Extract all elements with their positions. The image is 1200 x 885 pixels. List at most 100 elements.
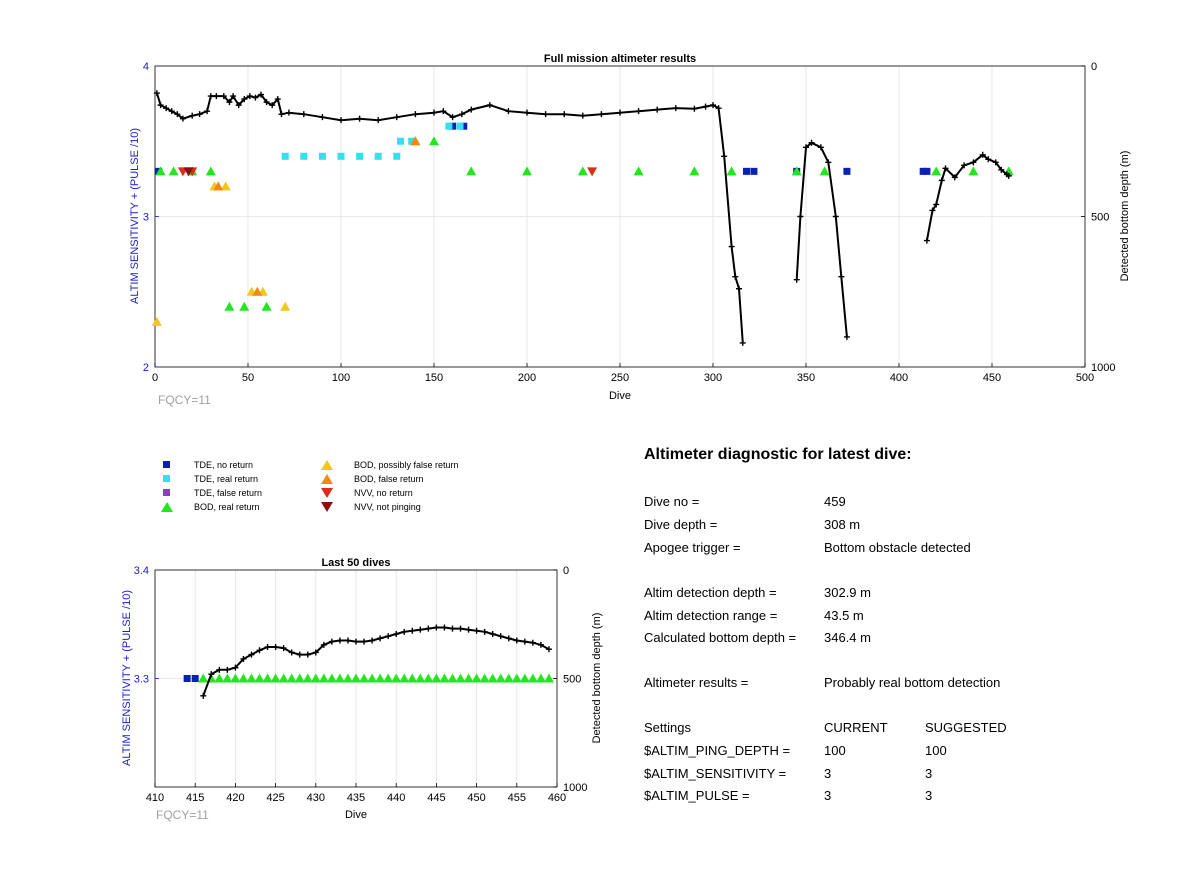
diag-label: Calculated bottom depth = bbox=[644, 630, 797, 645]
top-y-ticks-right: 0 500 1000 bbox=[1081, 61, 1115, 374]
depth-point bbox=[457, 625, 464, 632]
y-tick-label-right: 500 bbox=[1091, 212, 1109, 224]
status-marker-triangle-up bbox=[455, 673, 466, 683]
depth-point bbox=[208, 671, 215, 678]
status-marker-triangle-up bbox=[791, 166, 802, 176]
x-tick-label: 440 bbox=[387, 792, 405, 804]
depth-point bbox=[207, 93, 214, 100]
status-marker-triangle-up bbox=[334, 673, 345, 683]
status-marker-triangle-up bbox=[819, 166, 830, 176]
depth-point bbox=[817, 144, 824, 151]
legend-label: TDE, real return bbox=[194, 474, 259, 484]
bottom-y-ticks-left: 3.3 3.4 bbox=[134, 565, 159, 686]
legend-label: NVV, not pinging bbox=[354, 502, 421, 512]
depth-point bbox=[710, 102, 716, 109]
status-marker-square bbox=[318, 152, 326, 160]
status-marker-triangle-up bbox=[238, 673, 249, 683]
status-marker-square bbox=[337, 152, 345, 160]
depth-point bbox=[998, 166, 1005, 173]
depth-point bbox=[252, 94, 259, 101]
depth-point bbox=[728, 243, 735, 250]
depth-point bbox=[280, 645, 287, 652]
status-marker-triangle-up bbox=[429, 136, 439, 146]
status-marker-triangle-up bbox=[399, 673, 410, 683]
depth-point bbox=[269, 102, 276, 109]
status-marker-triangle-up bbox=[294, 673, 305, 683]
status-marker-square bbox=[460, 122, 468, 130]
status-marker-triangle-up bbox=[431, 673, 442, 683]
settings-row-ping-depth: $ALTIM_PING_DEPTH = 100 100 bbox=[644, 743, 1164, 763]
depth-point bbox=[979, 151, 986, 158]
depth-point bbox=[285, 109, 292, 116]
x-tick-label: 410 bbox=[146, 792, 164, 804]
settings-current: 3 bbox=[824, 788, 832, 803]
status-marker-triangle-up bbox=[543, 673, 554, 683]
depth-point bbox=[440, 108, 447, 115]
depth-point bbox=[264, 644, 271, 651]
depth-point bbox=[933, 201, 940, 208]
depth-point bbox=[393, 114, 400, 121]
y-tick-label-left: 3 bbox=[143, 212, 149, 224]
depth-point bbox=[248, 651, 255, 658]
depth-point bbox=[401, 628, 408, 635]
depth-point bbox=[441, 624, 448, 631]
status-marker-square bbox=[408, 137, 416, 145]
depth-point bbox=[721, 153, 728, 160]
triangle-up-icon bbox=[160, 500, 174, 514]
depth-point bbox=[272, 644, 279, 651]
status-marker-square bbox=[456, 122, 464, 130]
x-tick-label: 250 bbox=[611, 372, 629, 384]
status-marker-triangle-up bbox=[423, 673, 434, 683]
x-tick-label: 400 bbox=[890, 372, 908, 384]
depth-point bbox=[377, 635, 384, 642]
bottom-x-ticks: 410 415 420 425 430 435 440 445 450 455 460 bbox=[146, 783, 566, 804]
status-marker-triangle-up bbox=[463, 673, 474, 683]
status-marker-triangle-up bbox=[252, 286, 263, 296]
depth-point bbox=[204, 108, 211, 115]
y-tick-label-right: 1000 bbox=[1091, 362, 1115, 374]
status-marker-triangle-up bbox=[224, 301, 235, 311]
status-marker-triangle-up bbox=[286, 673, 297, 683]
depth-point bbox=[537, 641, 544, 648]
x-tick-label: 0 bbox=[152, 372, 158, 384]
diag-label: Altim detection range = bbox=[644, 608, 778, 623]
status-marker-triangle-up bbox=[407, 673, 418, 683]
depth-point bbox=[985, 156, 992, 163]
status-marker-triangle-up bbox=[310, 673, 321, 683]
diag-label: Dive depth = bbox=[644, 517, 718, 532]
y-tick-label-right: 1000 bbox=[563, 782, 587, 794]
status-marker-triangle-up bbox=[931, 166, 942, 176]
status-marker-square bbox=[281, 152, 289, 160]
diag-value: Probably real bottom detection bbox=[824, 675, 1001, 690]
diag-value: Bottom obstacle detected bbox=[824, 540, 971, 555]
depth-point bbox=[832, 213, 839, 220]
depth-point bbox=[481, 628, 488, 635]
depth-point bbox=[803, 144, 809, 151]
x-tick-label: 435 bbox=[347, 792, 365, 804]
status-marker-square bbox=[356, 152, 364, 160]
bottom-chart-title: Last 50 dives bbox=[321, 557, 390, 569]
x-tick-label: 445 bbox=[427, 792, 445, 804]
depth-point bbox=[938, 177, 945, 184]
status-marker-square bbox=[742, 167, 750, 175]
depth-point bbox=[312, 649, 319, 656]
status-marker-triangle-up bbox=[254, 673, 265, 683]
depth-point bbox=[732, 273, 739, 280]
depth-point bbox=[529, 639, 536, 646]
status-marker-square bbox=[183, 675, 191, 682]
y-tick-label-left: 2 bbox=[143, 362, 149, 374]
status-marker-square bbox=[300, 152, 308, 160]
x-tick-label: 50 bbox=[242, 372, 254, 384]
settings-row-sensitivity: $ALTIM_SENSITIVITY = 3 3 bbox=[644, 766, 1164, 786]
legend-label: BOD, possibly false return bbox=[354, 460, 459, 470]
status-marker-square bbox=[449, 122, 457, 130]
triangle-up-icon bbox=[320, 458, 334, 472]
depth-point bbox=[240, 655, 247, 662]
depth-point bbox=[226, 99, 233, 106]
depth-point bbox=[923, 237, 930, 244]
bottom-y-axis-label-left: ALTIM SENSITIVITY + (PULSE /10) bbox=[121, 590, 133, 766]
bottom-status-markers bbox=[183, 673, 554, 683]
depth-point bbox=[465, 626, 472, 633]
y-tick-label-right: 0 bbox=[1091, 61, 1097, 73]
settings-header-label: Settings bbox=[644, 720, 691, 735]
